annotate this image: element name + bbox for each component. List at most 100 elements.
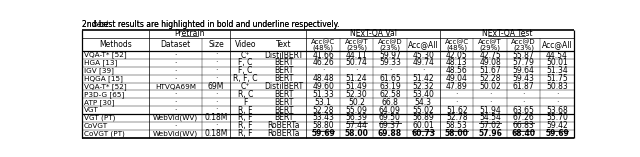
Text: 51.94: 51.94 [479,106,501,115]
Text: ·: · [489,98,492,107]
Text: ·: · [175,99,177,105]
Text: 64.09: 64.09 [379,106,401,115]
Text: 51.33: 51.33 [312,90,334,99]
Text: 50.83: 50.83 [546,82,568,91]
Text: WebVid(WV): WebVid(WV) [153,115,198,121]
Text: BERT: BERT [274,106,294,115]
Text: 54.3: 54.3 [415,98,432,107]
Text: 62.58: 62.58 [379,90,401,99]
Text: ·: · [556,98,558,107]
Text: 63.19: 63.19 [379,82,401,91]
Text: 0.18M: 0.18M [204,114,228,122]
Text: BERT: BERT [274,98,294,107]
Text: Size: Size [208,40,224,49]
Text: 69M: 69M [208,82,224,91]
Text: ·: · [215,106,217,115]
Text: VQA-T* [52]: VQA-T* [52] [84,83,127,90]
Text: 42.75: 42.75 [479,51,501,60]
Text: 49.04: 49.04 [446,74,468,83]
Text: ·: · [215,74,217,83]
Text: 46.26: 46.26 [312,58,334,68]
Text: NExT-QA Val: NExT-QA Val [349,29,397,38]
Text: 48.13: 48.13 [446,58,468,68]
Text: 58.53: 58.53 [446,121,468,130]
Text: 57.96: 57.96 [478,129,502,138]
Text: Text: Text [276,40,292,49]
Text: 63.65: 63.65 [513,106,534,115]
Text: ·: · [215,51,217,60]
Text: R, C: R, C [238,90,253,99]
Text: 57.44: 57.44 [346,121,367,130]
Text: 59.42: 59.42 [546,121,568,130]
Text: ATP [30]: ATP [30] [84,99,115,106]
Text: ·: · [522,98,525,107]
Text: ·: · [322,66,324,75]
Text: 50.02: 50.02 [479,82,501,91]
Text: 55.87: 55.87 [513,51,534,60]
Text: Video: Video [235,40,256,49]
Text: 57.02: 57.02 [479,121,501,130]
Text: ·: · [175,123,177,129]
Text: 50.74: 50.74 [346,58,367,68]
Text: 53.40: 53.40 [412,90,435,99]
Text: (48%): (48%) [312,44,333,51]
Text: Acc@C: Acc@C [311,38,335,45]
Text: 69.88: 69.88 [378,129,402,138]
Text: Acc@T: Acc@T [478,38,502,45]
Text: 51.34: 51.34 [546,66,568,75]
Text: 57.79: 57.79 [513,58,534,68]
Text: 58.00: 58.00 [445,129,468,138]
Text: 61.65: 61.65 [379,74,401,83]
Text: ·: · [175,107,177,113]
Text: C⁺: C⁺ [241,51,250,60]
Text: 51.24: 51.24 [346,74,367,83]
Text: 59.33: 59.33 [379,58,401,68]
Text: 49.08: 49.08 [479,58,501,68]
Text: BERT: BERT [274,74,294,83]
Text: HGA [13]: HGA [13] [84,60,117,66]
Text: 53.43: 53.43 [312,114,334,122]
Text: Acc@All: Acc@All [541,40,572,49]
Text: 58.80: 58.80 [312,121,334,130]
Text: ·: · [388,66,391,75]
Text: HQGA [15]: HQGA [15] [84,75,123,82]
Text: HTVQA69M: HTVQA69M [155,84,196,89]
Text: 48.48: 48.48 [312,74,334,83]
Text: DistilBERT: DistilBERT [264,51,303,60]
Text: RoBERTa: RoBERTa [268,129,300,138]
Text: ·: · [215,90,217,99]
Text: 60.73: 60.73 [412,129,435,138]
Text: ·: · [215,58,217,68]
Text: R, F: R, F [238,129,253,138]
Text: 59.97: 59.97 [379,51,401,60]
Text: 53.1: 53.1 [315,98,332,107]
Text: ·: · [522,90,525,99]
Text: 44.11: 44.11 [346,51,367,60]
Text: 48.56: 48.56 [446,66,468,75]
Text: R, F: R, F [238,114,253,122]
Text: 58.00: 58.00 [344,129,369,138]
Text: F, C: F, C [238,66,253,75]
Text: BERT: BERT [274,66,294,75]
Text: 55.02: 55.02 [412,106,434,115]
Text: CoVGT: CoVGT [84,123,108,129]
Text: Acc@C: Acc@C [445,38,468,45]
Text: 52.28: 52.28 [312,106,334,115]
Text: 50.2: 50.2 [348,98,365,107]
Text: CoVGT (PT): CoVGT (PT) [84,130,125,137]
Text: 51.75: 51.75 [546,74,568,83]
Text: 56.89: 56.89 [412,114,434,122]
Text: R, F, C: R, F, C [233,74,258,83]
Text: ·: · [422,66,424,75]
Text: 59.64: 59.64 [513,66,534,75]
Text: 47.89: 47.89 [446,82,468,91]
Text: 50.01: 50.01 [546,58,568,68]
Text: 59.43: 59.43 [513,74,534,83]
Text: VGT (PT): VGT (PT) [84,115,115,121]
Text: 52.32: 52.32 [413,82,434,91]
Text: Acc@All: Acc@All [408,40,438,49]
Text: ·: · [175,91,177,97]
Text: ·: · [215,66,217,75]
Text: ·: · [215,121,217,130]
Text: 60.01: 60.01 [412,121,434,130]
